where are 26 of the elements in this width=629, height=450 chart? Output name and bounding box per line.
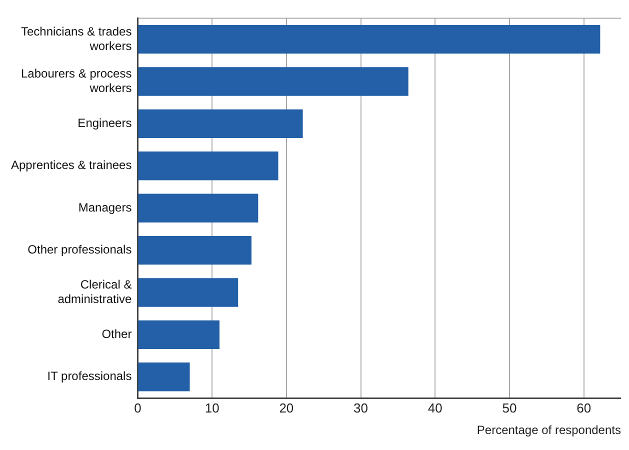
x-tick-label: 40 bbox=[428, 400, 442, 416]
bar bbox=[138, 194, 258, 222]
x-tick-label: 60 bbox=[576, 400, 592, 416]
y-tick-label: Other bbox=[102, 327, 132, 342]
y-tick-label: Engineers bbox=[78, 116, 132, 130]
y-tick-label: Labourers & process workers bbox=[21, 66, 132, 96]
bar bbox=[138, 362, 190, 392]
bar bbox=[138, 320, 220, 350]
x-axis-title: Percentage of respondents bbox=[476, 423, 621, 438]
y-tick-label: Clerical & administrative bbox=[58, 278, 132, 306]
bar bbox=[138, 278, 238, 307]
bar bbox=[138, 109, 303, 138]
x-tick-label: 0 bbox=[134, 400, 142, 416]
x-tick-label: 50 bbox=[502, 400, 517, 416]
x-tick-label: 10 bbox=[204, 400, 220, 416]
y-tick-label: Managers bbox=[78, 200, 132, 214]
y-tick-label: IT professionals bbox=[47, 369, 132, 384]
bar bbox=[138, 67, 408, 96]
bar bbox=[138, 152, 278, 180]
y-tick-label: Other professionals bbox=[28, 242, 132, 257]
x-tick-label: 20 bbox=[279, 400, 294, 416]
y-tick-label: Apprentices & trainees bbox=[11, 158, 132, 172]
bar bbox=[138, 24, 600, 54]
x-tick-label: 30 bbox=[354, 400, 368, 416]
y-tick-label: Technicians & trades workers bbox=[21, 24, 132, 53]
bar bbox=[138, 236, 252, 265]
